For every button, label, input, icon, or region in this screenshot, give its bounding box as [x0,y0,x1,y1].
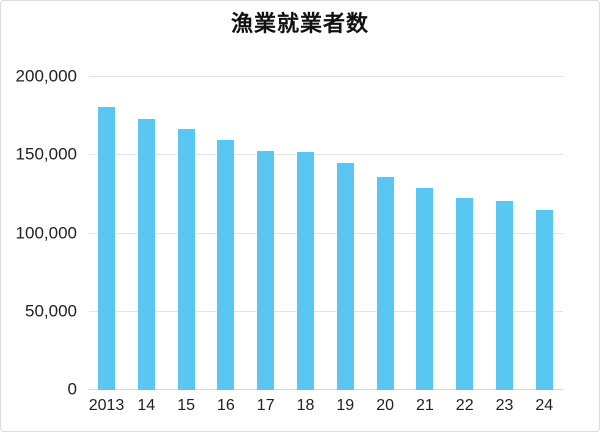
x-tick-label: 16 [216,397,235,414]
bar-19 [336,163,354,390]
bar-14 [137,119,155,390]
y-tick-label: 100,000 [15,223,77,242]
x-tick-label: 22 [455,397,474,414]
bar-17 [257,150,275,390]
x-tick-label: 21 [415,397,434,414]
chart-title: 漁業就業者数 [230,11,369,36]
bar-15 [177,128,195,390]
y-tick-label: 150,000 [15,144,77,164]
x-tick-label: 19 [336,397,355,414]
bar-24 [535,210,553,390]
y-tick-label: 0 [67,379,77,399]
x-tick-label: 20 [376,397,394,414]
x-tick-label: 2013 [88,397,125,414]
bar-16 [217,139,235,390]
x-tick-label: 14 [137,397,156,414]
x-axis-line [89,389,563,390]
bar-18 [297,152,314,390]
bar-20 [376,177,394,390]
y-tick-label: 200,000 [15,66,77,86]
bar-21 [416,188,434,390]
x-tick-label: 24 [535,397,554,414]
bar-23 [496,200,513,390]
gridline [89,154,563,156]
y-tick-label: 50,000 [25,301,77,321]
x-tick-label: 18 [296,397,315,414]
gridline [89,310,563,312]
x-tick-label: 23 [495,397,514,414]
bar-2013 [98,106,115,390]
gridline [89,232,563,234]
bar-22 [456,197,474,390]
x-tick-label: 15 [177,397,195,414]
x-tick-label: 17 [256,397,275,414]
gridline [89,76,563,77]
